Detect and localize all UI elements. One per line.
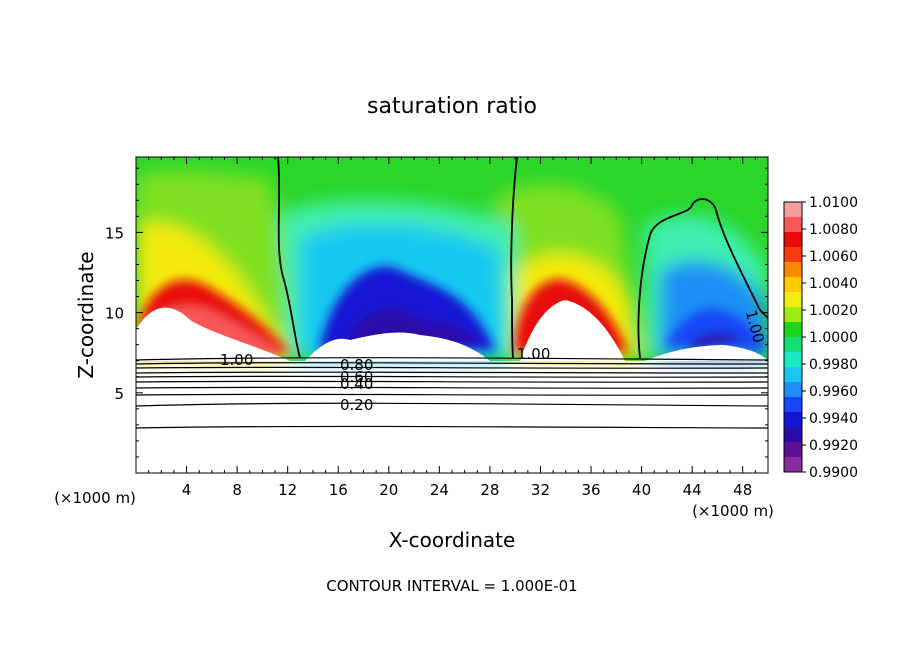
colorbar-swatch xyxy=(784,412,802,428)
colorbar-swatch xyxy=(784,427,802,443)
contour-label: 0.40 xyxy=(340,375,373,393)
contour-field xyxy=(136,157,768,473)
colorbar-swatch xyxy=(784,292,802,308)
y-tick-label: 10 xyxy=(105,305,124,323)
x-unit-left: (×1000 m) xyxy=(54,489,136,507)
colorbar-label: 1.0100 xyxy=(809,195,858,211)
colorbar-swatch xyxy=(784,352,802,368)
colorbar-swatch xyxy=(784,232,802,248)
colorbar-label: 0.9920 xyxy=(809,438,858,454)
colorbar-swatch xyxy=(784,382,802,398)
contour-label: 1.00 xyxy=(517,345,550,363)
x-tick-label: 44 xyxy=(683,481,702,499)
colorbar-label: 1.0040 xyxy=(809,276,858,292)
x-tick-label: 32 xyxy=(531,481,550,499)
colorbar-swatch xyxy=(784,442,802,458)
colorbar-label: 0.9980 xyxy=(809,357,858,373)
colorbar-swatch xyxy=(784,202,802,218)
colorbar-swatch xyxy=(784,307,802,323)
contour-interval-footer: CONTOUR INTERVAL = 1.000E-01 xyxy=(326,577,577,595)
colorbar-swatch xyxy=(784,367,802,383)
x-tick-label: 24 xyxy=(430,481,449,499)
y-axis: 5 10 15 xyxy=(105,167,768,458)
colorbar-swatch xyxy=(784,247,802,263)
colorbar-label: 0.9960 xyxy=(809,384,858,400)
chart-title: saturation ratio xyxy=(367,94,537,119)
y-axis-label: Z-coordinate xyxy=(74,251,98,378)
contour-label: 1.00 xyxy=(220,351,253,369)
x-axis-label: X-coordinate xyxy=(389,528,516,552)
y-tick-label: 15 xyxy=(105,224,124,242)
x-tick-label: 28 xyxy=(480,481,499,499)
x-tick-label: 16 xyxy=(329,481,348,499)
colorbar-label: 1.0080 xyxy=(809,222,858,238)
x-tick-label: 4 xyxy=(182,481,192,499)
x-tick-label: 20 xyxy=(379,481,398,499)
x-tick-label: 48 xyxy=(733,481,752,499)
colorbar-label: 0.9900 xyxy=(809,465,858,481)
contour-label: 0.60 xyxy=(340,368,373,386)
colorbar-label: 1.0020 xyxy=(809,303,858,319)
x-unit-right: (×1000 m) xyxy=(692,502,774,520)
colorbar-label: 1.0000 xyxy=(809,330,858,346)
colorbar-swatch xyxy=(784,337,802,353)
colorbar: 1.0100 1.0080 1.0060 1.0040 1.0020 1.0000 0.99… xyxy=(783,195,858,481)
colorbar-swatch xyxy=(784,322,802,338)
colorbar-swatch xyxy=(784,397,802,413)
x-tick-label: 40 xyxy=(632,481,651,499)
x-axis: 4 8 12 16 20 24 28 32 36 40 44 48 xyxy=(148,157,756,499)
x-tick-label: 8 xyxy=(232,481,242,499)
y-tick-label: 5 xyxy=(114,385,124,403)
colorbar-swatch xyxy=(784,277,802,293)
x-tick-label: 12 xyxy=(278,481,297,499)
colorbar-swatch xyxy=(784,262,802,278)
contour-label: 0.20 xyxy=(340,396,373,414)
x-tick-label: 36 xyxy=(581,481,600,499)
colorbar-swatch xyxy=(784,457,802,473)
colorbar-label: 1.0060 xyxy=(809,249,858,265)
colorbar-swatch xyxy=(784,217,802,233)
colorbar-label: 0.9940 xyxy=(809,411,858,427)
contour-label: 0.80 xyxy=(340,356,373,374)
